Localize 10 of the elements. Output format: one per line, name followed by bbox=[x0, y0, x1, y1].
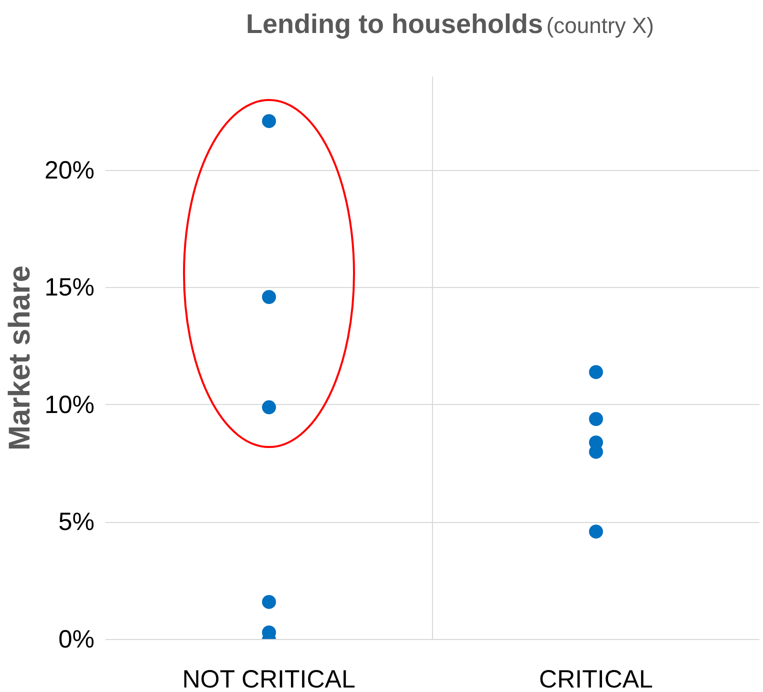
y-tick-label: 0% bbox=[58, 626, 95, 654]
y-tick-label: 5% bbox=[58, 508, 95, 536]
chart-title: Lending to households bbox=[246, 9, 544, 39]
y-tick-label: 20% bbox=[44, 156, 95, 184]
y-axis-title: Market share bbox=[3, 265, 36, 451]
chart-subtitle: (country X) bbox=[546, 13, 654, 38]
y-tick-label: 15% bbox=[44, 274, 95, 302]
y-tick-label: 10% bbox=[44, 390, 95, 419]
x-tick-label: CRITICAL bbox=[539, 666, 654, 692]
x-tick-label: NOT CRITICAL bbox=[182, 666, 356, 692]
